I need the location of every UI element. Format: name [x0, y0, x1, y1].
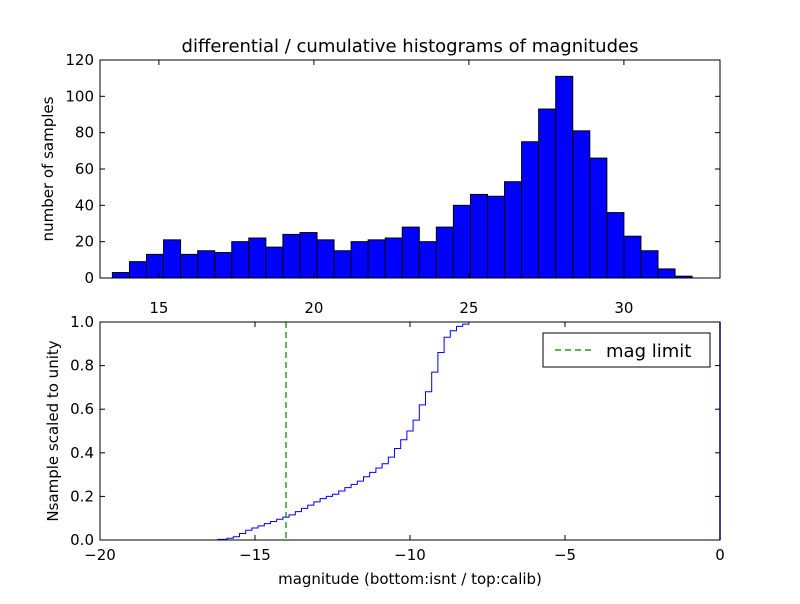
x-tick-label: 30: [614, 299, 633, 317]
y-tick-label: 0.0: [70, 531, 94, 549]
y-tick-label: 60: [75, 160, 94, 178]
differential-histogram: differential / cumulative histograms of …: [39, 36, 721, 317]
histogram-bar: [282, 233, 301, 279]
histogram-bar: [640, 250, 659, 279]
x-tick-label: −5: [554, 546, 576, 564]
histogram-bar: [555, 75, 574, 279]
x-tick-label: 25: [459, 299, 478, 317]
legend: mag limit: [542, 332, 711, 368]
y-tick-label: 120: [65, 51, 94, 69]
histogram-bar: [452, 204, 471, 279]
histogram-bar: [214, 252, 233, 279]
histogram-bar: [521, 141, 540, 279]
histogram-bar: [367, 239, 386, 279]
histogram-bar: [350, 241, 369, 279]
bottom-y-axis: 0.0 0.2 0.4 0.6 0.8 1.0: [70, 313, 720, 549]
y-tick-label: 40: [75, 196, 94, 214]
histogram-bar: [128, 261, 147, 279]
bottom-y-axis-label: Nsample scaled to unity: [44, 340, 62, 521]
legend-mag-limit-label: mag limit: [606, 341, 691, 362]
chart-title: differential / cumulative histograms of …: [182, 36, 639, 57]
bottom-x-axis: −20 −15 −10 −5 0: [84, 322, 725, 564]
histogram-bar: [538, 108, 557, 279]
histogram-bar: [231, 241, 250, 279]
y-tick-label: 0.8: [70, 357, 94, 375]
y-tick-label: 0.6: [70, 400, 94, 418]
histogram-bar: [589, 157, 608, 279]
x-tick-label: 20: [304, 299, 323, 317]
x-tick-label: 15: [149, 299, 168, 317]
histogram-bar: [197, 250, 216, 279]
histogram-bar: [384, 237, 403, 279]
y-tick-label: 80: [75, 124, 94, 142]
histogram-bar: [401, 226, 420, 279]
histogram-bar: [435, 226, 454, 279]
histogram-bar: [572, 130, 591, 279]
histogram-bar: [469, 193, 489, 279]
histogram-bar: [333, 250, 352, 279]
x-tick-label: −15: [239, 546, 271, 564]
y-tick-label: 100: [65, 87, 94, 105]
histogram-bar: [623, 235, 642, 279]
histogram-bar: [299, 232, 318, 279]
histogram-bar: [146, 253, 165, 279]
y-tick-label: 0: [84, 269, 94, 287]
histogram-bar: [111, 272, 130, 279]
y-tick-label: 1.0: [70, 313, 94, 331]
histogram-bar: [657, 268, 676, 279]
y-tick-label: 0.4: [70, 444, 94, 462]
histogram-bar: [487, 195, 506, 279]
histogram-bar: [265, 246, 284, 279]
histogram-bar: [316, 239, 335, 279]
cumulative-step-line: [100, 321, 720, 541]
histogram-bars: [111, 75, 693, 279]
cumulative-histogram: 0.0 0.2 0.4 0.6 0.8 1.0 −20 −15 −10 −5 0 magnitud…: [44, 313, 725, 588]
histogram-bar: [504, 181, 523, 279]
histogram-bar: [180, 253, 199, 279]
histogram-bar: [606, 212, 625, 279]
top-y-axis-label: number of samples: [39, 96, 57, 241]
y-tick-label: 0.2: [70, 487, 94, 505]
x-tick-label: −20: [84, 546, 116, 564]
histogram-bar: [163, 239, 182, 279]
y-tick-label: 20: [75, 233, 94, 251]
top-x-axis: 15 20 25 30: [149, 60, 633, 317]
top-y-axis: 0 20 40 60 80 100 120: [65, 51, 720, 287]
histogram-bar: [418, 241, 437, 279]
bottom-x-axis-label: magnitude (bottom:isnt / top:calib): [278, 570, 542, 588]
x-tick-label: 0: [715, 546, 725, 564]
x-tick-label: −10: [394, 546, 426, 564]
histogram-bar: [248, 237, 267, 279]
